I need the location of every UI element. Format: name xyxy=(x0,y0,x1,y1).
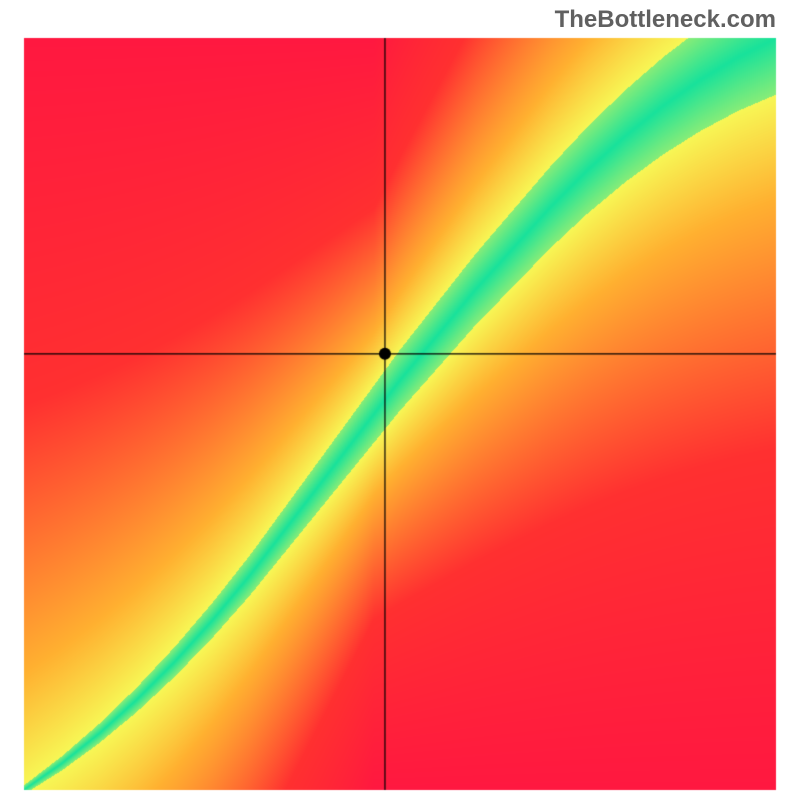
chart-container: TheBottleneck.com xyxy=(0,0,800,800)
watermark-text: TheBottleneck.com xyxy=(555,6,776,34)
heatmap-canvas xyxy=(0,0,800,800)
